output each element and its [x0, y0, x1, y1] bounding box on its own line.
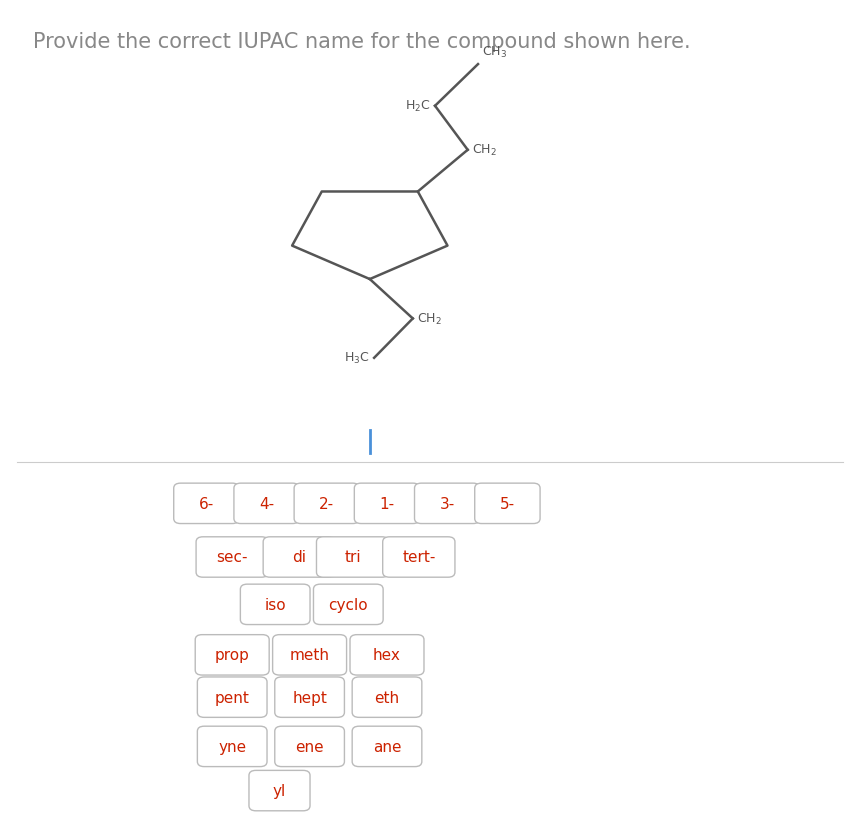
Text: cyclo: cyclo: [329, 597, 368, 612]
FancyBboxPatch shape: [352, 726, 421, 767]
Text: 6-: 6-: [199, 496, 214, 511]
FancyBboxPatch shape: [294, 483, 359, 524]
Text: sec-: sec-: [217, 550, 248, 565]
FancyBboxPatch shape: [383, 537, 455, 577]
Text: 1-: 1-: [379, 496, 395, 511]
FancyBboxPatch shape: [314, 585, 384, 625]
FancyBboxPatch shape: [475, 483, 540, 524]
Text: pent: pent: [215, 690, 249, 705]
Text: eth: eth: [374, 690, 400, 705]
Text: iso: iso: [264, 597, 286, 612]
FancyBboxPatch shape: [198, 726, 267, 767]
Text: H$_3$C: H$_3$C: [344, 351, 370, 366]
FancyBboxPatch shape: [352, 677, 421, 717]
Text: ane: ane: [372, 739, 402, 754]
FancyBboxPatch shape: [273, 635, 347, 675]
Text: yne: yne: [218, 739, 246, 754]
FancyBboxPatch shape: [316, 537, 389, 577]
Text: di: di: [292, 550, 306, 565]
Text: hex: hex: [373, 648, 401, 663]
Text: ene: ene: [295, 739, 324, 754]
FancyBboxPatch shape: [198, 677, 267, 717]
Text: 5-: 5-: [500, 496, 515, 511]
Text: Provide the correct IUPAC name for the compound shown here.: Provide the correct IUPAC name for the c…: [33, 33, 691, 52]
FancyBboxPatch shape: [249, 771, 310, 811]
FancyBboxPatch shape: [240, 585, 310, 625]
Text: tri: tri: [344, 550, 361, 565]
Text: CH$_3$: CH$_3$: [482, 45, 507, 61]
FancyBboxPatch shape: [174, 483, 239, 524]
FancyBboxPatch shape: [274, 726, 344, 767]
Text: 4-: 4-: [259, 496, 274, 511]
FancyBboxPatch shape: [350, 635, 424, 675]
Text: tert-: tert-: [402, 550, 435, 565]
Text: meth: meth: [290, 648, 329, 663]
Text: H$_2$C: H$_2$C: [405, 99, 431, 114]
Text: CH$_2$: CH$_2$: [417, 311, 442, 327]
FancyBboxPatch shape: [195, 635, 269, 675]
FancyBboxPatch shape: [263, 537, 335, 577]
Text: 3-: 3-: [439, 496, 455, 511]
FancyBboxPatch shape: [415, 483, 480, 524]
Text: yl: yl: [273, 783, 286, 799]
FancyBboxPatch shape: [354, 483, 420, 524]
Text: hept: hept: [292, 690, 327, 705]
FancyBboxPatch shape: [274, 677, 344, 717]
FancyBboxPatch shape: [234, 483, 299, 524]
Text: prop: prop: [215, 648, 249, 663]
Text: CH$_2$: CH$_2$: [472, 143, 497, 158]
FancyBboxPatch shape: [196, 537, 268, 577]
Text: 2-: 2-: [319, 496, 335, 511]
